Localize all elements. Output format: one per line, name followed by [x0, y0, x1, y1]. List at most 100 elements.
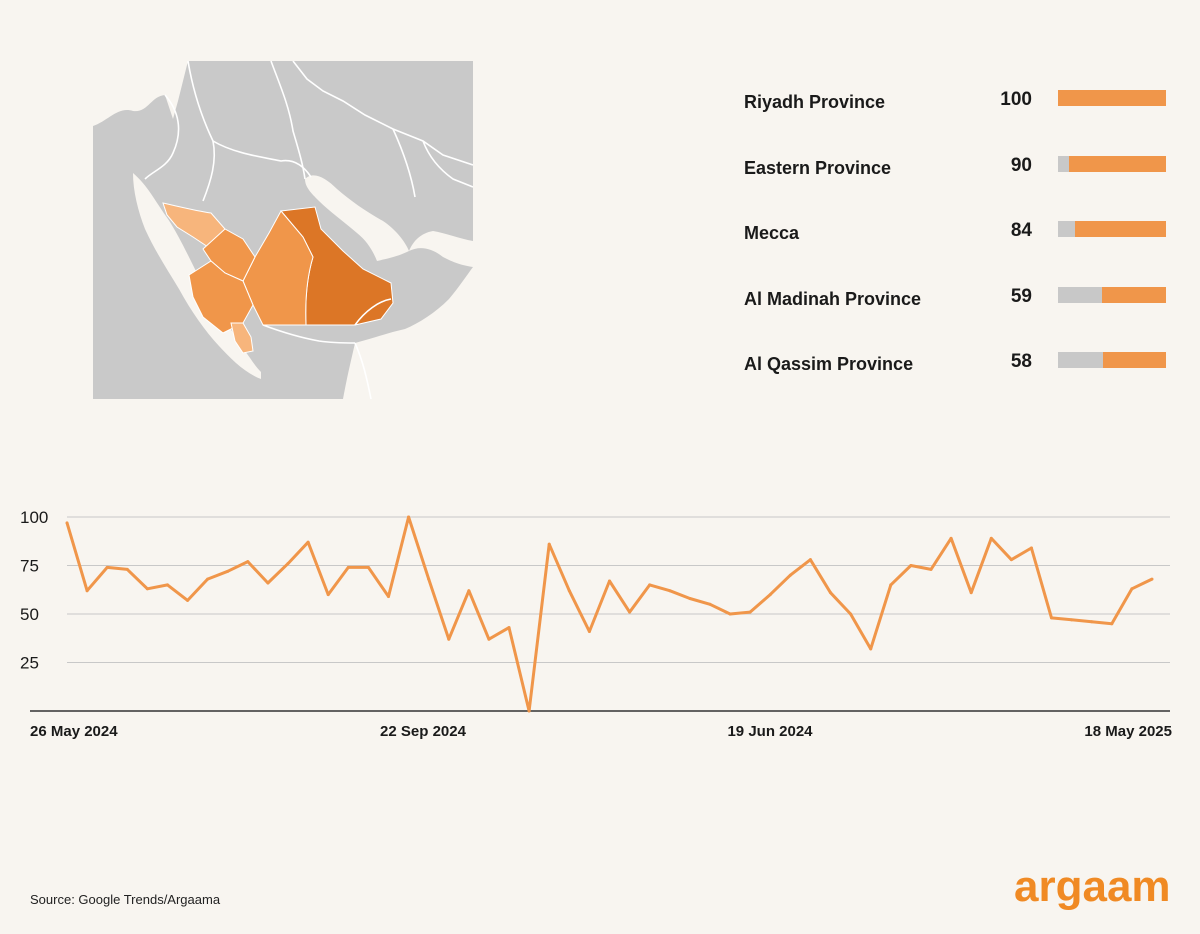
data-point	[346, 565, 350, 569]
data-point	[105, 565, 109, 569]
score-bar-fill	[1075, 221, 1166, 237]
data-point	[889, 583, 893, 587]
data-point	[1029, 546, 1033, 550]
data-point	[608, 579, 611, 583]
data-point	[567, 589, 571, 593]
y-tick-label: 25	[20, 654, 39, 673]
data-point	[849, 612, 853, 616]
data-point	[306, 540, 310, 544]
y-tick-label: 100	[20, 508, 48, 527]
mediterranean-sea	[93, 61, 188, 126]
score-bar-fill	[1068, 155, 1166, 172]
score-bar-track	[1058, 155, 1166, 172]
score-bar-track	[1058, 286, 1166, 303]
data-point	[326, 593, 330, 597]
score-bar-track	[1058, 90, 1166, 106]
data-point	[487, 637, 491, 641]
data-point	[648, 583, 652, 587]
x-tick-label: 18 May 2025	[1084, 723, 1172, 740]
data-point	[788, 573, 792, 577]
data-point	[1050, 616, 1054, 620]
region-row: Riyadh Province 100	[744, 86, 1174, 152]
region-score: 100	[1000, 89, 1032, 110]
region-qassim	[162, 202, 226, 250]
region-row: Al Qassim Province 58	[744, 348, 1174, 414]
arabian-sea	[343, 267, 473, 399]
data-point	[1070, 618, 1074, 622]
region-map	[93, 60, 474, 400]
data-point	[125, 567, 129, 571]
region-name: Al Qassim Province	[744, 354, 914, 374]
data-point	[366, 565, 370, 569]
region-name: Eastern Province	[744, 157, 892, 178]
region-row: Eastern Province 90	[744, 152, 1174, 218]
data-point	[949, 536, 953, 540]
data-point	[527, 709, 531, 713]
data-point	[226, 569, 230, 573]
score-bar-fill	[1058, 90, 1166, 106]
data-point	[1150, 577, 1154, 581]
source-note: Source: Google Trends/Argaama	[30, 892, 221, 907]
data-point	[467, 589, 471, 593]
data-point	[186, 598, 190, 602]
x-tick-label: 19 Jun 2024	[727, 723, 813, 740]
argaam-logo: argaam	[1014, 862, 1171, 911]
data-point	[407, 515, 411, 519]
score-bar-fill	[1103, 352, 1166, 368]
score-bar-track	[1058, 352, 1166, 368]
region-name: Riyadh Province	[744, 92, 886, 112]
data-point	[165, 583, 169, 587]
gulf-of-oman	[409, 231, 473, 267]
data-point	[145, 587, 149, 591]
data-point	[386, 595, 390, 599]
data-point	[628, 610, 632, 614]
data-point	[728, 612, 732, 616]
country-borders	[144, 60, 474, 400]
data-point	[507, 626, 511, 630]
data-point	[286, 562, 290, 566]
x-tick-label: 26 May 2024	[30, 723, 118, 740]
data-point	[869, 647, 873, 651]
data-point	[929, 567, 933, 571]
region-score: 59	[1010, 285, 1032, 307]
data-point	[969, 591, 973, 595]
data-point	[1110, 622, 1114, 626]
data-point	[748, 610, 752, 614]
data-point	[708, 602, 712, 606]
data-point	[206, 577, 210, 581]
data-point	[829, 591, 833, 595]
y-tick-label: 50	[20, 605, 39, 624]
data-point	[547, 542, 551, 546]
persian-gulf	[305, 175, 409, 261]
data-point	[246, 560, 250, 564]
interest-over-time-chart: 25 50 75 100 26 May 2024 22 Sep 2024 19 Jun 20…	[20, 508, 1172, 740]
score-bar-fill	[1102, 286, 1166, 303]
score-bar-track	[1058, 221, 1166, 237]
y-tick-label: 75	[20, 557, 39, 576]
data-point	[85, 589, 89, 593]
data-point	[768, 593, 772, 597]
data-point	[909, 564, 913, 567]
region-south	[230, 322, 254, 354]
data-point	[587, 629, 591, 633]
region-row: Mecca 84	[744, 217, 1174, 283]
x-tick-label: 22 Sep 2024	[380, 723, 467, 740]
region-score: 58	[1010, 351, 1032, 372]
data-point	[266, 581, 270, 585]
data-point	[989, 536, 993, 540]
data-point	[688, 596, 692, 600]
data-point	[1090, 620, 1094, 624]
region-score: 90	[1010, 154, 1032, 176]
data-point	[1130, 587, 1134, 591]
data-point	[1009, 558, 1013, 562]
region-mecca	[188, 260, 254, 334]
region-name: Mecca	[744, 223, 800, 243]
data-point	[427, 577, 431, 581]
data-point	[668, 589, 672, 593]
data-point	[447, 637, 451, 641]
data-point	[808, 558, 812, 562]
region-row: Al Madinah Province 59	[744, 283, 1174, 349]
data-point	[65, 521, 69, 525]
region-score: 84	[1010, 220, 1032, 241]
region-ranking-list: Riyadh Province 100 Eastern Province 90 Mecc…	[744, 86, 1174, 414]
